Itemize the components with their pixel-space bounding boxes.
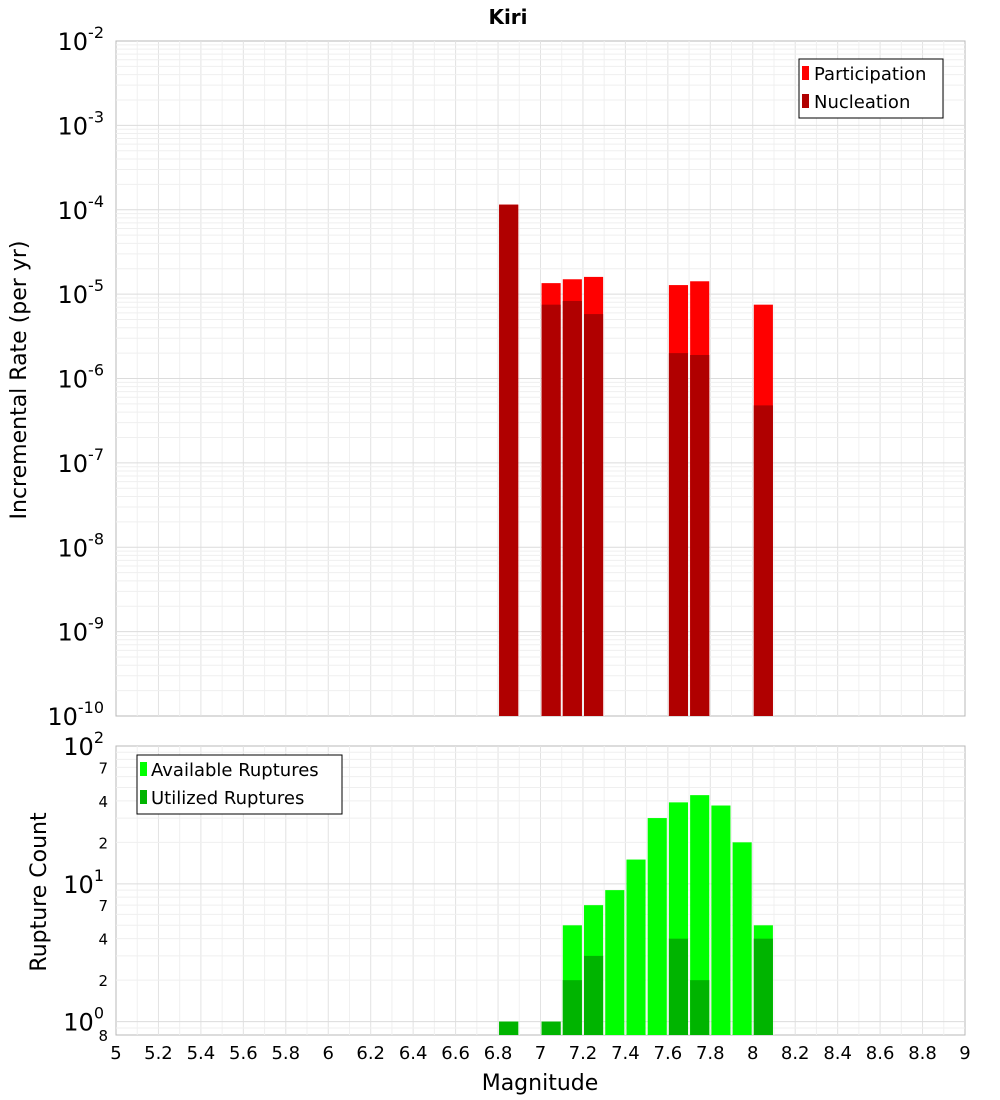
- bottom-bar-utilized-ruptures: [753, 938, 773, 1035]
- bottom-bar-available-ruptures: [690, 795, 710, 1035]
- y-tick-label: 101: [63, 866, 104, 899]
- bottom-bar-available-ruptures: [711, 805, 731, 1035]
- top-y-tick-labels: 10-2 10-3 10-4 10-5 10-6 10-7 10-8 10-9 10-10: [47, 23, 104, 731]
- y-tick-label: 100: [63, 1004, 104, 1037]
- top-bar-nucleation: [499, 204, 519, 717]
- y-minor-tick-label: 7: [98, 759, 108, 777]
- bottom-bar-utilized-ruptures: [584, 955, 604, 1035]
- bottom-bar-utilized-ruptures: [562, 980, 582, 1035]
- x-tick-label: 5.4: [187, 1043, 216, 1064]
- legend-label-participation: Participation: [814, 64, 926, 85]
- x-tick-label: 5.6: [229, 1043, 258, 1064]
- y-minor-tick-label: 2: [98, 834, 108, 852]
- y-tick-label: 10-3: [58, 107, 105, 140]
- bottom-bar-available-ruptures: [732, 842, 752, 1035]
- y-tick-label: 10-4: [58, 192, 105, 225]
- top-bar-nucleation: [668, 353, 689, 716]
- bottom-bars: [499, 795, 773, 1035]
- bottom-bar-utilized-ruptures: [499, 1021, 519, 1035]
- x-tick-labels: 5 5.2 5.4 5.6 5.8 6 6.2 6.4 6.6 6.8 7 7.2 7.4 7.6 7.8 8…: [110, 1043, 970, 1064]
- x-tick-label: 7: [535, 1043, 546, 1064]
- bottom-bar-utilized-ruptures: [690, 980, 710, 1035]
- x-tick-label: 6.4: [399, 1043, 428, 1064]
- y-minor-tick-label: 8: [98, 1027, 108, 1045]
- x-tick-label: 6.8: [484, 1043, 513, 1064]
- legend-label-nucleation: Nucleation: [814, 92, 910, 113]
- y-minor-tick-label: 4: [98, 793, 108, 811]
- bottom-y-tick-labels: 102 101 100 7 4 2 7 4 2 8: [63, 728, 108, 1045]
- y-tick-label: 10-2: [58, 23, 105, 56]
- x-tick-label: 6.2: [356, 1043, 385, 1064]
- y-minor-tick-label: 4: [98, 931, 108, 949]
- x-tick-label: 8.2: [781, 1043, 810, 1064]
- legend-swatch-nucleation: [802, 94, 809, 108]
- x-tick-label: 9: [959, 1043, 970, 1064]
- top-y-axis-label: Incremental Rate (per yr): [7, 241, 32, 520]
- top-bar-nucleation: [753, 405, 773, 716]
- top-bar-nucleation: [690, 354, 710, 716]
- y-tick-label: 10-6: [58, 361, 105, 394]
- y-minor-tick-label: 2: [98, 972, 108, 990]
- top-legend: Participation Nucleation: [798, 58, 944, 119]
- x-tick-label: 8.4: [823, 1043, 852, 1064]
- legend-label-available-ruptures: Available Ruptures: [151, 760, 319, 781]
- x-tick-label: 8.6: [866, 1043, 895, 1064]
- top-bar-nucleation: [541, 304, 561, 716]
- legend-swatch-available-ruptures: [140, 762, 147, 776]
- x-tick-label: 5.2: [144, 1043, 173, 1064]
- bottom-bar-available-ruptures: [605, 890, 625, 1035]
- x-tick-label: 7.6: [654, 1043, 683, 1064]
- bottom-y-axis-label: Rupture Count: [27, 812, 52, 972]
- x-tick-label: 7.8: [696, 1043, 725, 1064]
- top-bar-nucleation: [584, 314, 604, 716]
- bottom-legend: Available Ruptures Utilized Ruptures: [136, 754, 343, 815]
- y-tick-label: 10-10: [47, 698, 104, 731]
- x-axis-label: Magnitude: [482, 1071, 599, 1096]
- x-tick-label: 6: [323, 1043, 334, 1064]
- top-grid: [116, 41, 965, 716]
- bottom-bar-utilized-ruptures: [668, 938, 689, 1035]
- y-minor-tick-label: 7: [98, 897, 108, 915]
- y-tick-label: 10-8: [58, 529, 105, 562]
- x-tick-label: 8: [747, 1043, 758, 1064]
- x-tick-label: 8.8: [908, 1043, 937, 1064]
- top-bars: [499, 204, 773, 717]
- legend-swatch-participation: [802, 66, 809, 80]
- x-tick-label: 5.8: [271, 1043, 300, 1064]
- x-tick-label: 7.2: [569, 1043, 598, 1064]
- chart-title: Kiri: [488, 5, 527, 29]
- bottom-bar-available-ruptures: [626, 859, 646, 1035]
- y-tick-label: 10-9: [58, 614, 105, 647]
- top-bar-nucleation: [562, 300, 582, 716]
- x-tick-label: 7.4: [611, 1043, 640, 1064]
- y-tick-label: 10-7: [58, 445, 105, 478]
- bottom-bar-utilized-ruptures: [541, 1021, 561, 1035]
- x-tick-label: 5: [110, 1043, 121, 1064]
- y-tick-label: 10-5: [58, 276, 105, 309]
- y-tick-label: 102: [63, 728, 104, 761]
- bottom-bar-available-ruptures: [647, 818, 667, 1035]
- legend-swatch-utilized-ruptures: [140, 790, 147, 804]
- x-tick-label: 6.6: [441, 1043, 470, 1064]
- legend-label-utilized-ruptures: Utilized Ruptures: [151, 788, 304, 809]
